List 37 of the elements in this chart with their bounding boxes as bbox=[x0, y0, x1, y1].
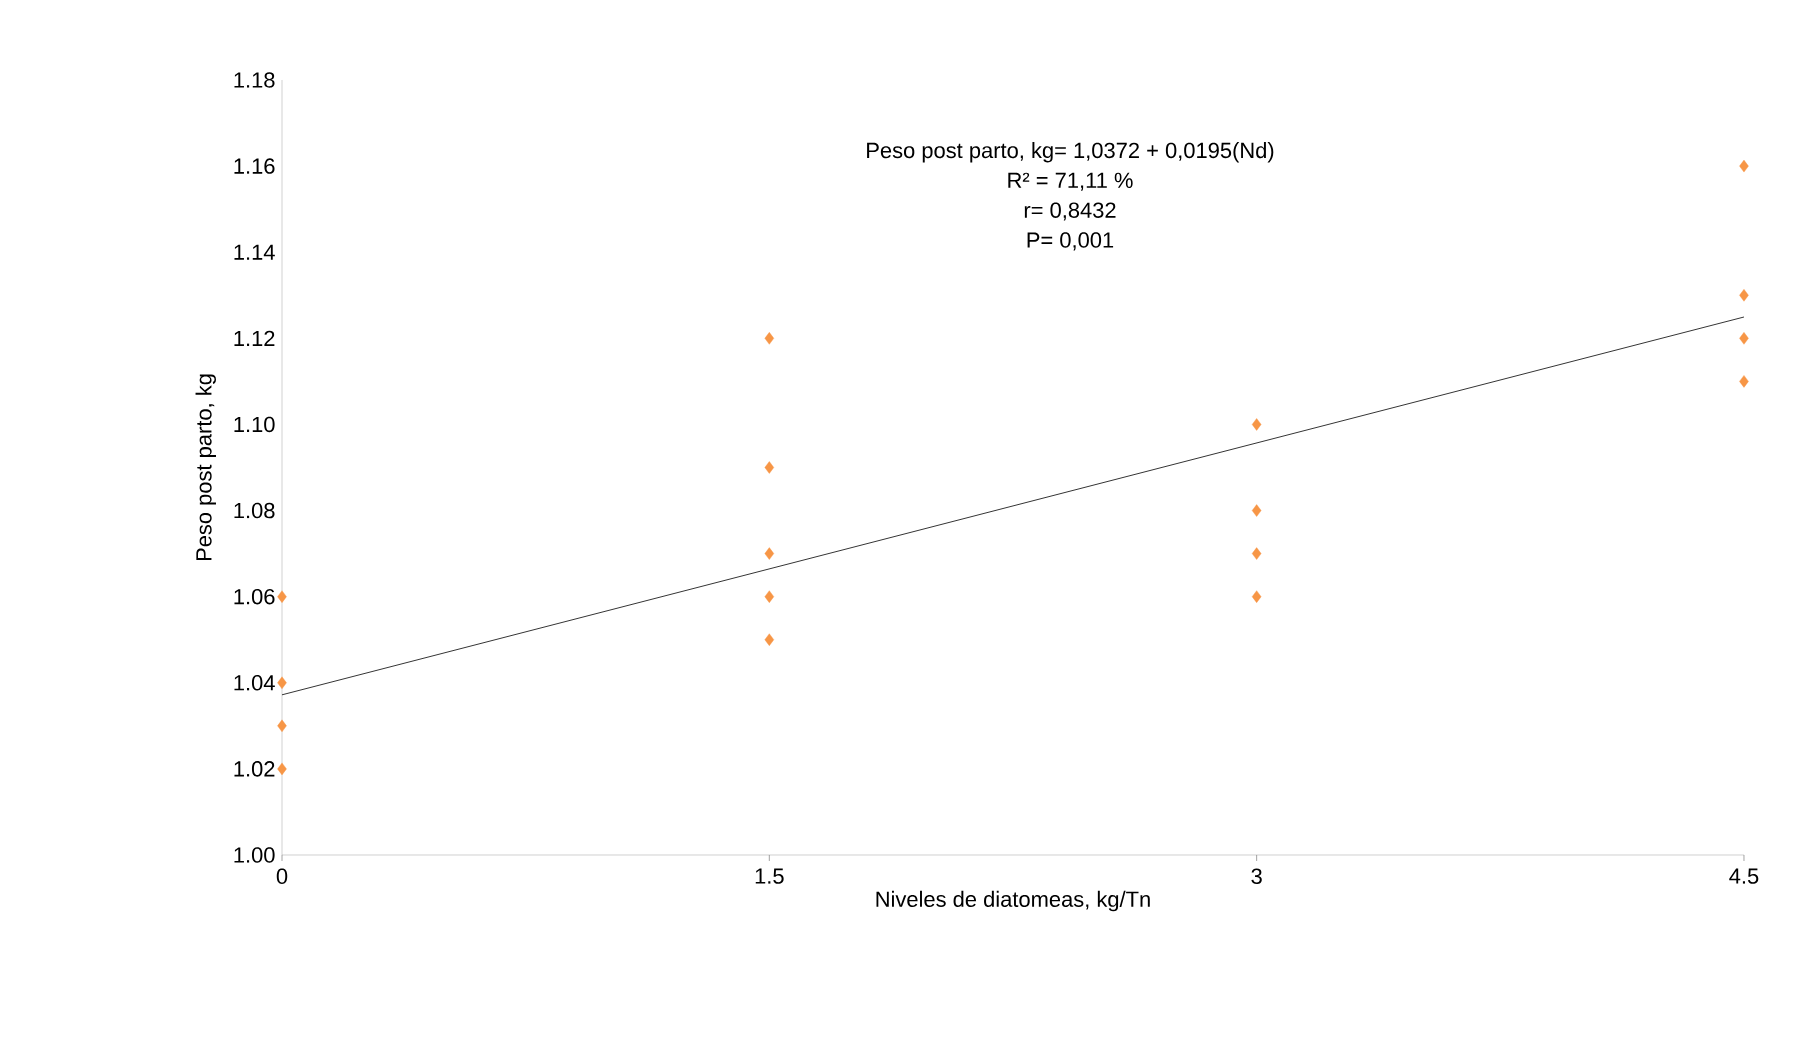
x-tick-label: 3 bbox=[1251, 868, 1262, 885]
x-tick-label: 1.5 bbox=[755, 868, 784, 884]
annotation: r= 0,8432 bbox=[1024, 202, 1116, 221]
point bbox=[1739, 159, 1749, 173]
y-tick-label: 1.16 bbox=[234, 158, 275, 174]
point bbox=[277, 676, 287, 689]
annotation: P= 0,001 bbox=[1027, 232, 1114, 251]
point bbox=[277, 719, 287, 733]
point bbox=[1251, 418, 1262, 431]
y-tick-label: 1.00 bbox=[234, 847, 275, 863]
x-tick-label: 4.5 bbox=[1729, 868, 1759, 884]
point bbox=[1739, 375, 1749, 388]
y-tick-label: 1.14 bbox=[234, 244, 275, 260]
y-tick-label: 1.12 bbox=[234, 330, 275, 346]
y-axis-title: Peso post parto, kg bbox=[195, 374, 216, 561]
point bbox=[764, 461, 775, 474]
point bbox=[1251, 547, 1262, 560]
point bbox=[764, 547, 775, 560]
annotation: Peso post parto, kg= 1,0372 + 0,0195(Nd) bbox=[867, 142, 1274, 163]
point bbox=[1251, 590, 1262, 603]
annotation: R² = 71,11 % bbox=[1008, 172, 1133, 191]
x-tick-label: 0 bbox=[276, 868, 288, 885]
point bbox=[1251, 504, 1262, 517]
y-tick-label: 1.02 bbox=[234, 761, 275, 777]
y-tick-label: 1.06 bbox=[234, 588, 275, 605]
y-tick-label: 1.08 bbox=[234, 502, 275, 519]
y-tick-label: 1.04 bbox=[234, 675, 275, 691]
point bbox=[764, 590, 775, 603]
point bbox=[277, 762, 287, 776]
y-tick-label: 1.18 bbox=[234, 72, 275, 88]
point bbox=[764, 332, 775, 345]
point bbox=[1739, 289, 1749, 302]
y-tick-label: 1.10 bbox=[234, 416, 275, 433]
x-axis-title: Niveles de diatomeas, kg/Tn bbox=[876, 890, 1150, 912]
point bbox=[1739, 332, 1749, 345]
point bbox=[277, 590, 287, 603]
point bbox=[764, 633, 775, 646]
